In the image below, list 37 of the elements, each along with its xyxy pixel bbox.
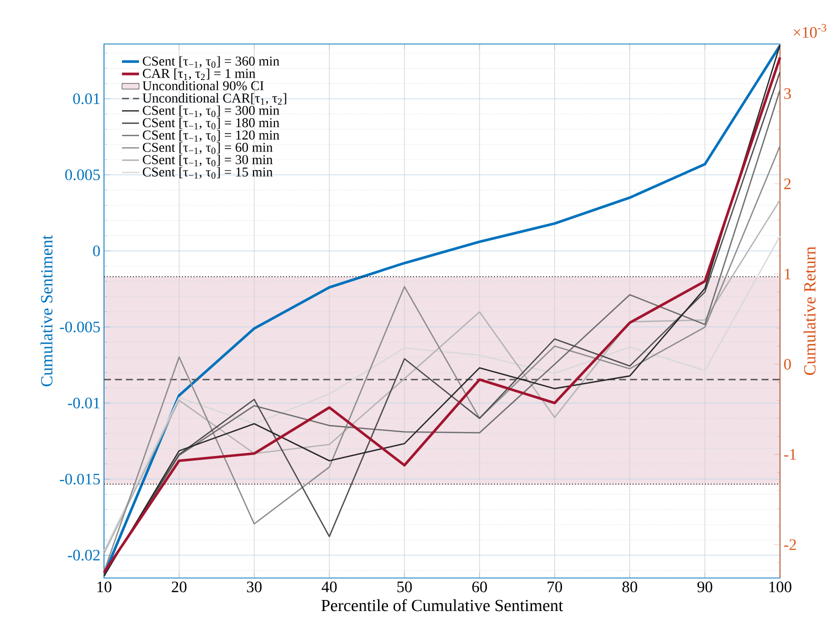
legend-label: Unconditional 90% CI xyxy=(142,80,264,90)
y-tick-label: 0.005 xyxy=(65,169,100,180)
legend-label: Unconditional CAR[τ$_{1}$, τ$_{2}$] xyxy=(142,93,286,105)
x-tick-label: 40 xyxy=(322,582,337,592)
y-tick-label: 0 xyxy=(93,246,100,256)
y-tick-label: -0.02 xyxy=(68,550,100,561)
legend-label: CSent [τ$_{−1}$, τ$_{0}$] = 360 min xyxy=(142,56,280,68)
y2-tick-label: 0 xyxy=(784,358,791,370)
legend-label: CSent [τ$_{−1}$, τ$_{0}$] = 60 min xyxy=(142,142,273,154)
x-tick-label: 50 xyxy=(397,582,412,592)
x-tick-label: 100 xyxy=(769,582,792,592)
legend-label: CSent [τ$_{−1}$, τ$_{0}$] = 15 min xyxy=(142,167,273,179)
legend-label: CSent [τ$_{−1}$, τ$_{0}$] = 180 min xyxy=(142,118,280,130)
x-tick-label: 30 xyxy=(247,582,262,592)
x-axis-title: Percentile of Cumulative Sentiment xyxy=(321,599,564,612)
x-tick-label: 10 xyxy=(97,582,112,592)
y2-tick-label: 3 xyxy=(784,88,791,99)
y-axis-title: Cumulative Sentiment xyxy=(40,235,52,386)
y-tick-label: -0.005 xyxy=(60,322,100,332)
y-tick-label: -0.015 xyxy=(60,474,100,485)
x-tick-label: 60 xyxy=(472,582,487,592)
y2-tick-label: -1 xyxy=(784,449,796,460)
x-tick-label: 80 xyxy=(622,582,638,592)
y-tick-label: 0.01 xyxy=(73,93,100,104)
legend-label: CSent [τ$_{−1}$, τ$_{0}$] = 120 min xyxy=(142,130,280,142)
legend-label: CSent [τ$_{−1}$, τ$_{0}$] = 300 min xyxy=(142,105,280,118)
x-tick-label: 90 xyxy=(697,582,712,592)
y-tick-label: -0.01 xyxy=(68,398,100,408)
legend-label: CSent [τ$_{−1}$, τ$_{0}$] = 30 min xyxy=(142,154,273,166)
text: ×10$^{-3}$ xyxy=(794,24,826,38)
legend-label: CAR [τ$_{1}$, τ$_{2}$] = 1 min xyxy=(142,68,256,80)
y2-tick-label: -2 xyxy=(784,539,796,550)
y2-axis-title: Cumulative Return xyxy=(804,246,816,375)
y2-tick-label: 1 xyxy=(784,268,791,280)
y2-tick-label: 2 xyxy=(784,178,791,190)
x-tick-label: 20 xyxy=(172,582,186,592)
x-tick-label: 70 xyxy=(548,582,562,592)
